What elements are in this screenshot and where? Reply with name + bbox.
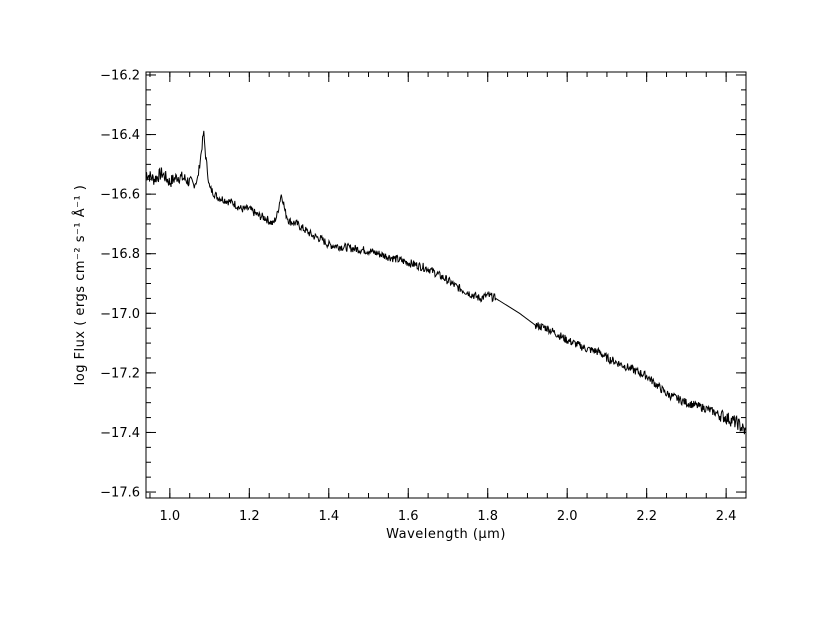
y-tick-label: −17.4: [100, 426, 140, 441]
x-axis-title: Wavelength (μm): [386, 527, 506, 542]
x-tick-label: 1.4: [318, 509, 339, 524]
y-tick-label: −16.8: [100, 247, 140, 262]
y-tick-label: −16.4: [100, 128, 140, 143]
y-tick-label: −16.6: [100, 188, 140, 203]
plot-frame: [145, 71, 747, 499]
y-tick-label: −17.6: [100, 486, 140, 501]
x-tick-label: 2.0: [557, 509, 578, 524]
x-tick-label: 2.2: [636, 509, 657, 524]
y-tick-label: −16.2: [100, 68, 140, 83]
x-tick-label: 1.6: [398, 509, 419, 524]
x-axis-tick-labels: 1.0 1.2 1.4 1.6 1.8 2.0 2.2 2.4: [159, 509, 736, 524]
x-tick-label: 1.8: [477, 509, 498, 524]
y-axis-title: log Flux ( ergs cm⁻² s⁻¹ Å⁻¹ ): [72, 185, 88, 386]
x-axis-ticks: [149, 72, 747, 498]
y-tick-label: −17.2: [100, 366, 140, 381]
x-tick-label: 1.2: [239, 509, 260, 524]
x-tick-label: 2.4: [716, 509, 737, 524]
y-axis-ticks: [146, 74, 746, 493]
x-tick-label: 1.0: [159, 509, 180, 524]
spectrum-line: [145, 130, 747, 435]
y-tick-label: −17.0: [100, 307, 140, 322]
y-axis-tick-labels: −17.6 −17.4 −17.2 −17.0 −16.8 −16.6 −16.4 −16.2: [100, 68, 140, 500]
